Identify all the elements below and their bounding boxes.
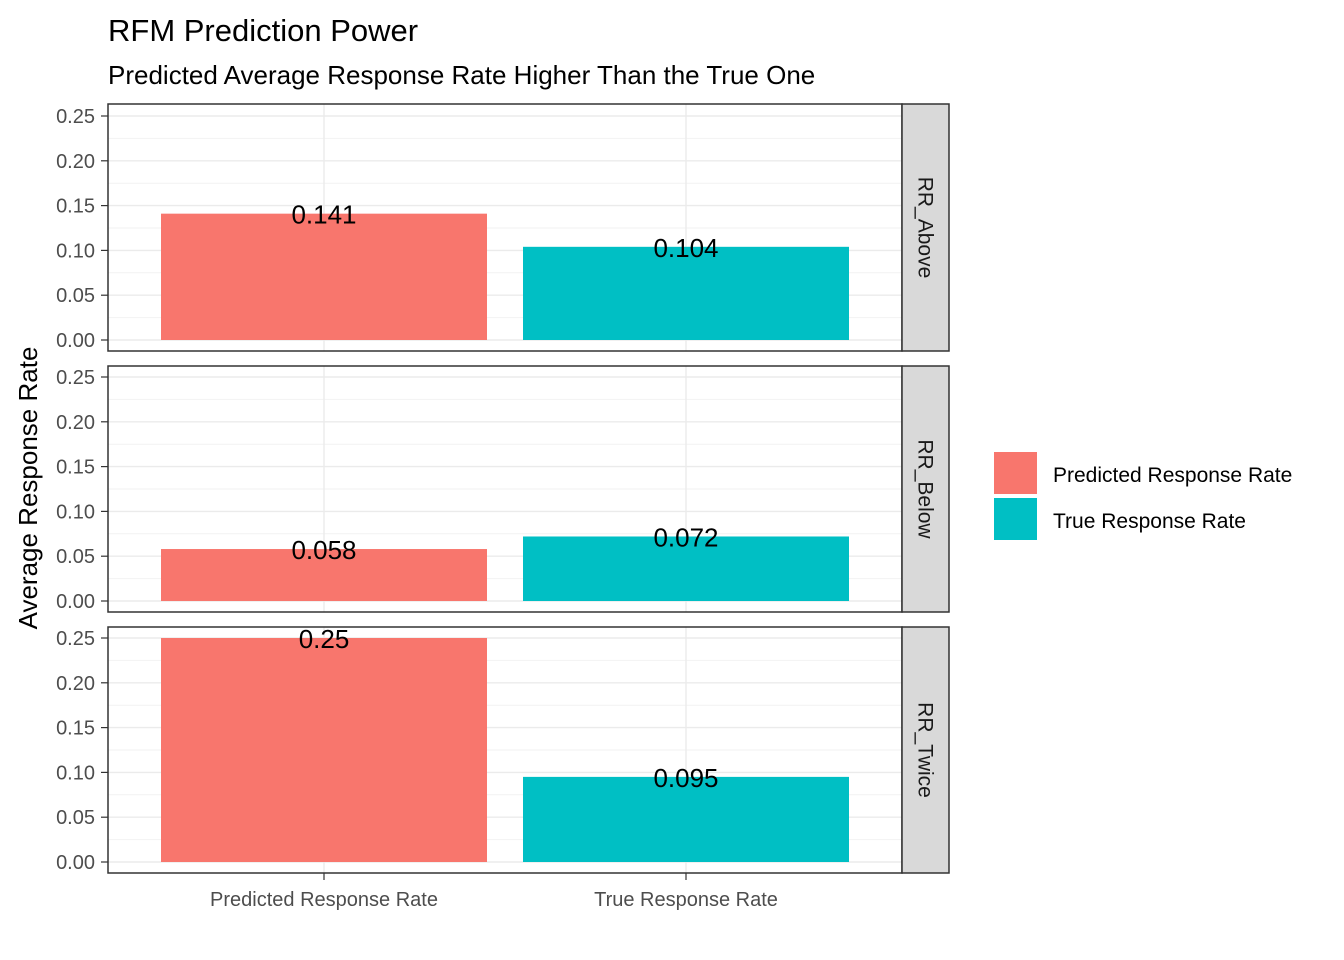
legend-key (994, 498, 1037, 540)
y-tick-label: 0.10 (56, 501, 95, 523)
x-tick-label: Predicted Response Rate (210, 889, 438, 911)
y-tick-label: 0.20 (56, 673, 95, 695)
bar (161, 638, 487, 862)
bar-value-label: 0.095 (653, 763, 718, 793)
y-axis-label: Average Response Rate (13, 347, 43, 630)
facet-strip-label: RR_Above (914, 177, 937, 279)
facet-strip (901, 103, 950, 352)
bar (161, 213, 487, 340)
y-tick-label: 0.10 (56, 762, 95, 784)
facet-panels: 0.00 0.05 0.10 0.15 0.20 0.25 0.141 0.104 RR_Abo… (56, 103, 950, 911)
facet-strip-label: RR_Below (914, 439, 937, 539)
legend-key (994, 452, 1037, 494)
y-tick-label: 0.25 (56, 106, 95, 128)
y-tick-label: 0.15 (56, 196, 95, 218)
facet-strip-label: RR_Twice (914, 702, 937, 798)
y-tick-label: 0.20 (56, 412, 95, 434)
chart-title: RFM Prediction Power (108, 13, 418, 48)
y-tick-label: 0.20 (56, 151, 95, 173)
facet-strip (901, 626, 950, 874)
facet-strip (901, 365, 950, 613)
legend-label: Predicted Response Rate (1053, 464, 1292, 487)
y-tick-label: 0.25 (56, 628, 95, 650)
y-tick-label: 0.05 (56, 546, 95, 568)
y-tick-label: 0.15 (56, 718, 95, 740)
legend: Predicted Response Rate True Response Rat… (994, 452, 1292, 540)
y-tick-label: 0.10 (56, 240, 95, 262)
bar (523, 246, 849, 340)
y-tick-label: 0.05 (56, 807, 95, 829)
bar-value-label: 0.141 (291, 200, 356, 230)
bar (161, 549, 487, 601)
bar (523, 776, 849, 862)
y-tick-label: 0.15 (56, 457, 95, 479)
bar-value-label: 0.25 (299, 624, 350, 654)
y-tick-label: 0.25 (56, 367, 95, 389)
bar-value-label: 0.104 (653, 233, 718, 263)
legend-label: True Response Rate (1053, 510, 1246, 533)
y-tick-label: 0.05 (56, 285, 95, 307)
bar-value-label: 0.058 (291, 535, 356, 565)
x-tick-label: True Response Rate (594, 889, 778, 911)
y-tick-label: 0.00 (56, 591, 95, 613)
y-tick-label: 0.00 (56, 852, 95, 874)
bar (523, 536, 849, 601)
y-tick-label: 0.00 (56, 330, 95, 352)
chart-subtitle: Predicted Average Response Rate Higher T… (108, 60, 815, 90)
bar-value-label: 0.072 (653, 522, 718, 552)
